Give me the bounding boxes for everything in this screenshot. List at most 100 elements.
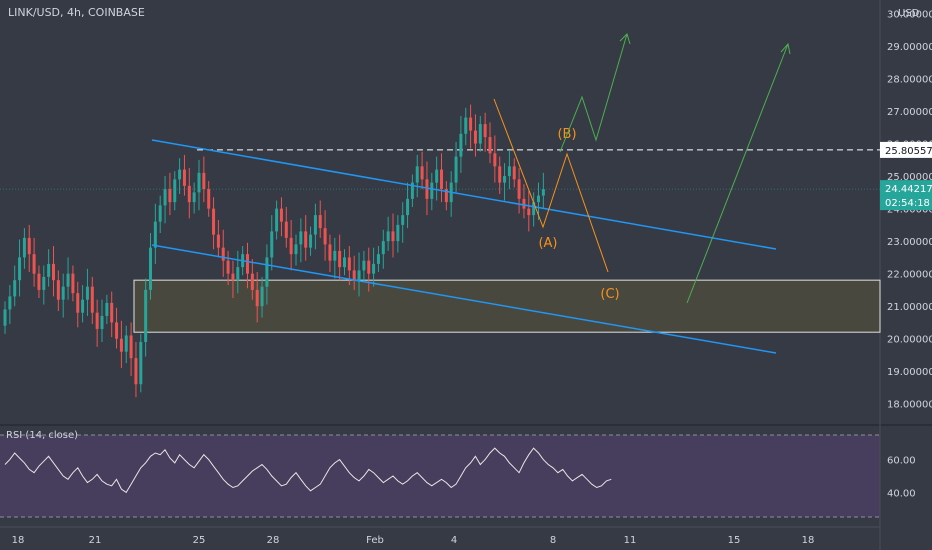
y-tick-label: 29.00000 [887, 42, 932, 53]
candle-body [115, 322, 119, 339]
candle-body [493, 153, 497, 167]
candle-body [541, 189, 545, 196]
candle-body [473, 130, 477, 144]
candle-body [304, 231, 308, 248]
y-tick-label: 22.00000 [887, 270, 932, 281]
candle-body [289, 237, 293, 255]
rsi-tick-label: 40.00 [887, 488, 916, 499]
y-tick-label: 21.00000 [887, 302, 932, 313]
x-tick-label: 18 [12, 535, 25, 546]
candle-body [376, 254, 380, 264]
candle-body [178, 169, 182, 180]
candle-body [372, 263, 376, 274]
candle-body [85, 286, 89, 300]
rsi-title: RSI (14, close) [6, 430, 79, 441]
candle-body [61, 286, 65, 300]
candle-body [66, 273, 70, 287]
candle-body [158, 205, 162, 222]
y-tick-label: 18.00000 [887, 400, 932, 411]
candle-body [483, 124, 487, 138]
candle-body [32, 254, 36, 274]
candle-body [3, 309, 7, 326]
candle-body [56, 280, 60, 300]
candle-body [522, 198, 526, 209]
candle-body [498, 166, 502, 183]
y-tick-label: 30.00000 [887, 10, 932, 21]
candle-body [231, 273, 235, 281]
projection-short-path [559, 33, 628, 153]
candle-body [294, 244, 298, 255]
candle-body [338, 250, 342, 268]
candle-body [265, 257, 269, 287]
candle-body [425, 179, 429, 199]
chart-title: LINK/USD, 4h, COINBASE [8, 6, 145, 19]
candle-body [144, 289, 148, 342]
candle-body [313, 215, 317, 235]
candle-body [81, 299, 85, 313]
candle-body [105, 302, 109, 316]
candle-body [488, 137, 492, 154]
candle-body [18, 257, 22, 281]
candle-body [134, 358, 138, 385]
candle-body [207, 189, 211, 209]
resistance-badge [880, 141, 932, 158]
candle-body [357, 270, 361, 281]
candle-body [323, 228, 327, 245]
projection-short-arrowhead [619, 33, 631, 45]
candle-body [212, 208, 216, 235]
candle-body [52, 263, 55, 281]
candle-body [260, 286, 264, 307]
y-tick-label: 19.00000 [887, 367, 932, 378]
x-tick-label: 8 [550, 535, 556, 546]
x-tick-label: 28 [267, 535, 280, 546]
candle-body [129, 335, 133, 359]
candle-body [255, 289, 259, 307]
candle-body [347, 257, 351, 271]
candle-body [275, 208, 279, 232]
candle-body [459, 133, 463, 157]
candle-body [406, 198, 410, 216]
candle-body [503, 176, 507, 183]
candle-body [187, 185, 191, 203]
last-price-label: 24.44217 [885, 184, 932, 195]
y-tick-label: 20.00000 [887, 335, 932, 346]
candle-body [444, 189, 448, 203]
candle-body [139, 341, 143, 385]
candle-body [454, 156, 458, 183]
candle-body [90, 286, 94, 313]
y-tick-label: 28.00000 [887, 75, 932, 86]
y-tick-label: 23.00000 [887, 237, 932, 248]
candle-body [226, 260, 230, 274]
countdown-label: 02:54:18 [885, 198, 930, 209]
candle-body [507, 166, 511, 177]
x-tick-label: 11 [624, 535, 637, 546]
candle-body [537, 195, 540, 203]
candle-body [391, 231, 395, 242]
candle-body [469, 117, 473, 131]
candle-body [76, 293, 80, 313]
y-tick-label: 24.00000 [887, 205, 932, 216]
candle-body [532, 202, 536, 216]
candle-body [119, 338, 123, 352]
candle-body [246, 254, 249, 274]
candle-body [396, 224, 400, 242]
candle-body [197, 172, 201, 193]
candle-body [279, 208, 283, 222]
candle-body [464, 117, 468, 134]
candle-body [173, 179, 177, 203]
candle-body [430, 182, 434, 199]
candle-body [512, 166, 516, 180]
candle-body [192, 192, 196, 203]
candle-body [386, 231, 390, 242]
candle-body [367, 260, 371, 274]
price-unit: USD [898, 8, 920, 19]
candle-body [299, 231, 303, 245]
candle-body [420, 166, 424, 180]
x-tick-label: 21 [89, 535, 102, 546]
x-tick-label: 25 [193, 535, 206, 546]
channel-upper-line [151, 139, 777, 250]
candle-body [410, 182, 414, 199]
candle-body [153, 221, 157, 248]
candle-body [100, 315, 104, 329]
x-tick-label: 4 [451, 535, 457, 546]
